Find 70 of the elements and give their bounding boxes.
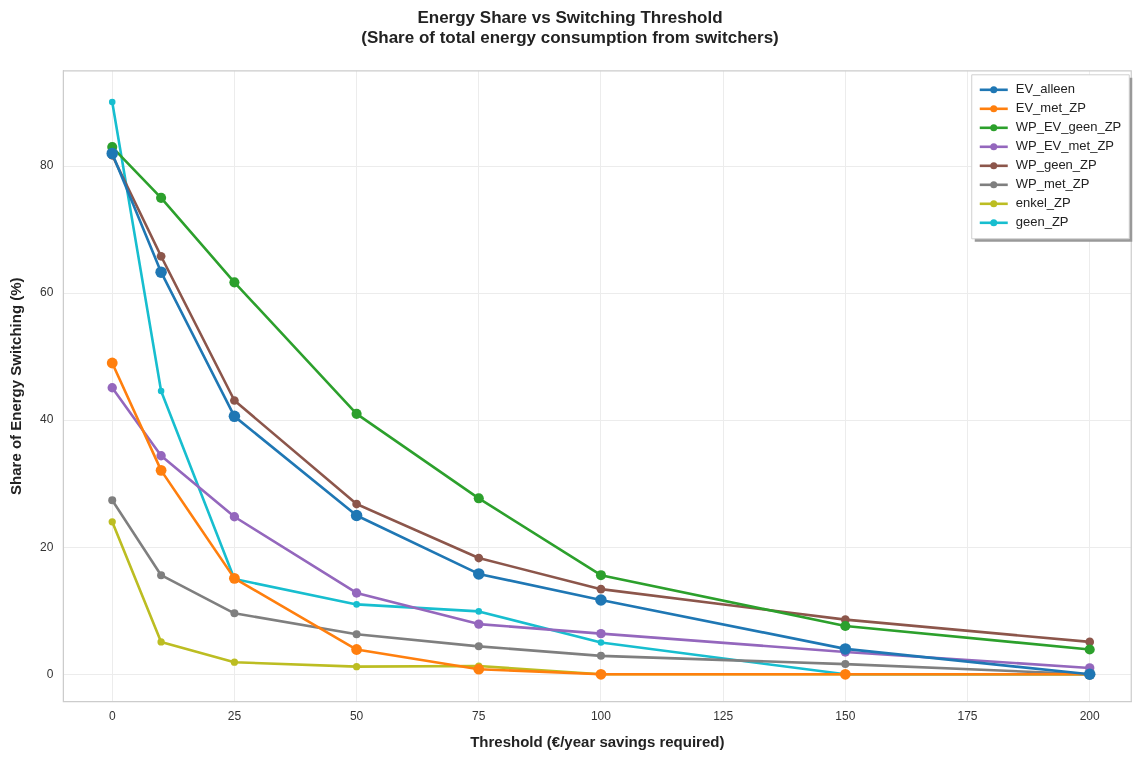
x-tick-label: 125 (713, 709, 734, 724)
point (157, 571, 166, 580)
legend-label: geen_ZP (1015, 214, 1069, 230)
y-tick-label: 60 (39, 285, 54, 300)
point (156, 251, 166, 261)
point (473, 568, 485, 580)
point (108, 98, 116, 106)
point (108, 496, 117, 505)
y-tick-label: 40 (39, 412, 54, 427)
y-axis-title: Share of Energy Switching (%) (7, 277, 25, 495)
point (597, 639, 605, 646)
point (156, 192, 167, 203)
y-tick-label: 80 (39, 158, 54, 173)
x-tick-label: 100 (590, 709, 612, 724)
point (352, 663, 361, 671)
point (474, 553, 484, 563)
point (353, 601, 360, 608)
point (473, 493, 484, 504)
x-tick-label: 50 (349, 709, 364, 724)
x-tick-label: 75 (472, 709, 486, 724)
chart-subtitle: (Share of total energy consumption from switchers) (361, 28, 779, 48)
point (595, 570, 607, 581)
point (352, 499, 361, 509)
point (1084, 644, 1095, 655)
point (839, 643, 852, 655)
x-tick-label: 150 (835, 709, 856, 724)
x-tick-label: 0 (108, 709, 116, 724)
point (155, 464, 167, 476)
point (473, 663, 485, 675)
x-tick-label: 25 (227, 709, 242, 724)
point (840, 620, 851, 632)
point (351, 408, 362, 419)
y-tick-label: 0 (46, 666, 54, 681)
point (230, 396, 239, 405)
point (596, 584, 606, 594)
point (595, 594, 607, 606)
point (157, 387, 165, 395)
legend-label: WP_EV_geen_ZP (1015, 119, 1122, 135)
point (156, 451, 166, 461)
x-tick-label: 200 (1079, 709, 1101, 724)
point (106, 357, 118, 369)
legend-label: WP_met_ZP (1015, 176, 1090, 192)
chart-title: Energy Share vs Switching Threshold (417, 7, 723, 27)
point (474, 619, 484, 629)
point (351, 588, 362, 598)
point (352, 630, 361, 639)
point (229, 512, 240, 522)
point (229, 277, 240, 288)
legend-label: EV_met_ZP (1015, 100, 1086, 116)
point (108, 518, 116, 526)
point (107, 383, 117, 393)
point (350, 509, 363, 522)
point (230, 609, 239, 618)
legend-label: WP_EV_met_ZP (1015, 138, 1115, 154)
point (351, 644, 362, 655)
point (155, 266, 167, 278)
point (230, 658, 239, 666)
point (841, 660, 850, 669)
point (157, 638, 165, 646)
legend-label: EV_alleen (1015, 81, 1076, 97)
y-tick-label: 20 (39, 539, 54, 554)
point (474, 642, 483, 651)
legend-label: enkel_ZP (1015, 195, 1071, 211)
legend-label: WP_geen_ZP (1015, 157, 1097, 173)
point (475, 608, 483, 615)
point (596, 628, 606, 639)
point (596, 651, 605, 660)
x-axis-title: Threshold (€/year savings required) (470, 733, 725, 751)
x-tick-label: 175 (957, 709, 978, 724)
point (228, 410, 241, 423)
